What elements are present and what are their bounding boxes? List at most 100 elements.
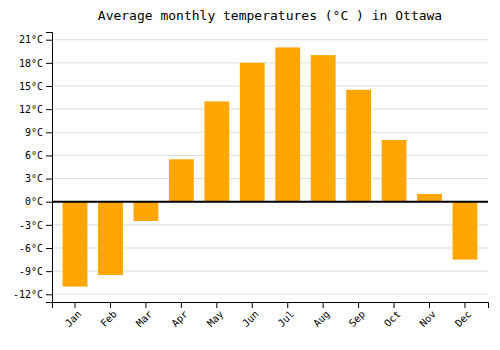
x-tick: Jun	[240, 302, 261, 329]
y-tick: -9°C	[19, 266, 52, 277]
bar	[453, 202, 478, 260]
x-tick-label: Aug	[311, 308, 332, 329]
x-tick-mark	[216, 302, 217, 308]
x-tick-mark	[323, 302, 324, 308]
x-tick: Mar	[134, 302, 155, 329]
x-tick: Nov	[417, 302, 438, 329]
x-tick: Feb	[98, 302, 119, 329]
bar	[275, 47, 300, 201]
x-tick-mark	[110, 302, 111, 308]
grid-line	[52, 155, 488, 156]
x-axis: Jan Feb Mar Apr May Jun Jul Aug Sep Oct Nov Dec	[53, 302, 489, 329]
y-tick-label: -6°C	[19, 243, 43, 254]
x-tick: Dec	[453, 302, 474, 329]
y-tick-mark	[46, 248, 52, 249]
y-tick: 6°C	[25, 150, 52, 161]
title: Average monthly temperatures (°C ) in Ot…	[98, 8, 442, 23]
x-tick-label: Dec	[453, 308, 474, 329]
y-tick-mark	[46, 179, 52, 180]
y-tick-mark	[46, 155, 52, 156]
y-tick-label: 9°C	[25, 127, 43, 138]
y-tick: 21°C	[19, 34, 52, 45]
x-tick-label: Jul	[276, 308, 297, 329]
y-tick-label: 21°C	[19, 34, 43, 45]
bar	[417, 194, 442, 202]
x-tick-mark	[181, 302, 182, 308]
x-tick: Aug	[311, 302, 332, 329]
y-tick: 18°C	[19, 58, 52, 69]
x-tick-mark	[464, 302, 465, 308]
y-tick-label: 12°C	[19, 104, 43, 115]
x-tick-label: Sep	[347, 308, 368, 329]
y-tick-label: 6°C	[25, 150, 43, 161]
y-tick-label: -9°C	[19, 266, 43, 277]
x-tick-label: Jan	[63, 308, 84, 329]
grid-line	[52, 201, 488, 202]
y-tick-mark	[46, 294, 52, 295]
y-tick: -3°C	[19, 220, 52, 231]
x-tick-label: Nov	[417, 308, 438, 329]
x-tick-mark	[429, 302, 430, 308]
bar	[346, 90, 371, 202]
x-tick-label: Oct	[382, 308, 403, 329]
y-tick-mark	[46, 86, 52, 87]
x-tick: Jan	[63, 302, 84, 329]
bar	[240, 63, 265, 202]
y-tick: 3°C	[25, 173, 52, 184]
x-tick-label: Jun	[240, 308, 261, 329]
y-axis-line	[46, 33, 53, 303]
x-tick-label: May	[205, 308, 226, 329]
y-axis: -12°C -9°C -6°C -3°C 0°C 3°C 6°C 9°C 12°C 15°C 18°…	[13, 33, 53, 303]
grid	[52, 40, 488, 295]
y-tick-label: 3°C	[25, 173, 43, 184]
grid-line	[52, 109, 488, 110]
bars	[63, 47, 478, 286]
x-tick-label: Apr	[169, 308, 190, 329]
grid-line	[52, 132, 488, 133]
x-tick: Jul	[276, 302, 297, 329]
y-tick: 9°C	[25, 127, 52, 138]
zero-line	[52, 201, 488, 203]
x-tick-label: Mar	[134, 308, 155, 329]
x-tick: Sep	[347, 302, 368, 329]
x-tick-mark	[252, 302, 253, 308]
x-tick: May	[205, 302, 226, 329]
y-tick-label: 0°C	[25, 196, 43, 207]
y-tick: -6°C	[19, 243, 52, 254]
x-tick-mark	[358, 302, 359, 308]
bar	[311, 55, 336, 202]
y-tick-mark	[46, 109, 52, 110]
x-tick: Oct	[382, 302, 403, 329]
y-tick-mark	[46, 40, 52, 41]
y-tick-label: 18°C	[19, 58, 43, 69]
y-tick-mark	[46, 271, 52, 272]
bar	[63, 202, 88, 287]
x-tick-mark	[394, 302, 395, 308]
bar	[169, 159, 194, 201]
bar	[204, 101, 229, 201]
x-tick: Apr	[169, 302, 190, 329]
y-tick: -12°C	[13, 289, 52, 300]
y-tick: 15°C	[19, 81, 52, 92]
plot: -12°C -9°C -6°C -3°C 0°C 3°C 6°C 9°C 12°C 15°C 18°…	[13, 33, 489, 329]
x-tick-mark	[75, 302, 76, 308]
bar	[134, 202, 159, 221]
y-tick-label: -3°C	[19, 220, 43, 231]
grid-line	[52, 62, 488, 63]
y-tick: 0°C	[25, 196, 52, 207]
bar	[98, 202, 123, 275]
y-tick-mark	[46, 225, 52, 226]
y-tick-label: -12°C	[13, 289, 43, 300]
x-tick-mark	[145, 302, 146, 308]
grid-line	[52, 39, 488, 40]
y-tick-mark	[46, 63, 52, 64]
x-tick-label: Feb	[98, 308, 119, 329]
y-tick-mark	[46, 132, 52, 133]
grid-line	[52, 86, 488, 87]
chart: -12°C -9°C -6°C -3°C 0°C 3°C 6°C 9°C 12°C 15°C 18°…	[0, 0, 500, 350]
y-tick-mark	[46, 202, 52, 203]
x-tick-mark	[287, 302, 288, 308]
grid-line	[52, 294, 488, 295]
bar	[382, 140, 407, 202]
y-tick: 12°C	[19, 104, 52, 115]
